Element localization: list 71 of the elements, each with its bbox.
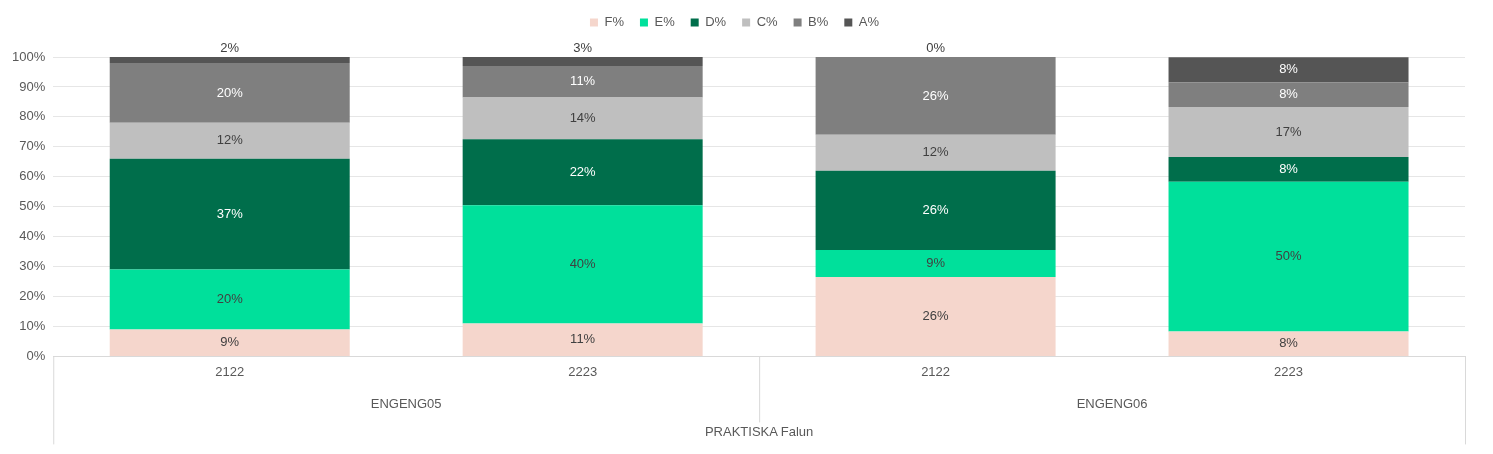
data-label: 9%	[926, 255, 946, 271]
x-tick-label: 2223	[1274, 363, 1303, 379]
text: ENGENG06	[1076, 395, 1148, 411]
bar	[462, 323, 703, 356]
y-tick-label: 50%	[19, 198, 46, 214]
data-label: 12%	[922, 144, 950, 160]
y-tick-label: 30%	[19, 258, 46, 274]
bar	[1168, 331, 1409, 356]
bar	[1168, 82, 1409, 107]
bar	[109, 122, 350, 159]
data-label: 22%	[569, 163, 597, 179]
bar	[1168, 157, 1409, 182]
bar	[815, 134, 1056, 171]
bar	[1168, 107, 1409, 157]
bar	[462, 65, 703, 98]
bar	[109, 269, 350, 330]
data-label: 11%	[570, 331, 596, 347]
bar	[109, 158, 350, 270]
data-label: 50%	[1275, 248, 1302, 264]
bar	[815, 277, 1056, 356]
bar	[815, 57, 1056, 135]
data-label: 17%	[1275, 123, 1302, 139]
x-tick-label: 2122	[215, 363, 245, 379]
data-label: 12%	[216, 132, 244, 148]
data-label: 26%	[922, 87, 950, 103]
bar	[109, 62, 350, 123]
data-label: 26%	[922, 202, 950, 218]
y-tick-label: 40%	[19, 228, 46, 244]
bar	[462, 139, 703, 206]
y-tick-label: 20%	[19, 288, 46, 304]
bar	[1168, 181, 1409, 332]
data-label: 2%	[220, 39, 240, 55]
bar	[815, 250, 1056, 278]
y-tick-label: 80%	[19, 108, 46, 124]
data-label: 9%	[220, 334, 240, 350]
data-label: 40%	[569, 255, 597, 271]
y-tick-label: 90%	[19, 78, 46, 94]
y-tick-label: 100%	[12, 48, 46, 64]
text: ENGENG05	[370, 395, 442, 411]
y-tick-label: 60%	[19, 168, 46, 184]
data-label: 8%	[1279, 335, 1299, 351]
bar	[109, 57, 350, 63]
bar	[1168, 57, 1409, 83]
data-label: 37%	[216, 205, 244, 221]
data-label: 26%	[922, 308, 950, 324]
bar	[462, 97, 703, 140]
data-label: 14%	[569, 109, 597, 125]
x-tick-label: 2122	[921, 363, 951, 379]
bar	[815, 170, 1056, 251]
legend-label: C%	[756, 14, 779, 30]
legend-label: E%	[654, 14, 676, 30]
data-label: 8%	[1279, 86, 1299, 102]
legend-label: B%	[808, 14, 829, 30]
bar	[462, 57, 703, 66]
x-axis-title: PRAKTISKA Falun	[704, 423, 814, 439]
legend-label: F%	[604, 14, 625, 30]
bar	[109, 329, 350, 356]
data-label: 20%	[216, 84, 244, 100]
y-tick-label: 10%	[19, 318, 46, 334]
y-tick-label: 70%	[19, 138, 46, 154]
y-tick-label: 0%	[26, 347, 46, 363]
data-label: 20%	[216, 291, 244, 307]
data-label: 3%	[573, 39, 593, 55]
data-label: 0%	[926, 39, 946, 55]
x-tick-label: 2223	[568, 363, 598, 379]
legend-label: A%	[858, 14, 880, 30]
bar	[462, 205, 703, 324]
legend-label: D%	[705, 14, 727, 30]
data-label: 11%	[570, 73, 596, 89]
data-label: 8%	[1279, 61, 1299, 77]
data-label: 8%	[1279, 161, 1299, 176]
